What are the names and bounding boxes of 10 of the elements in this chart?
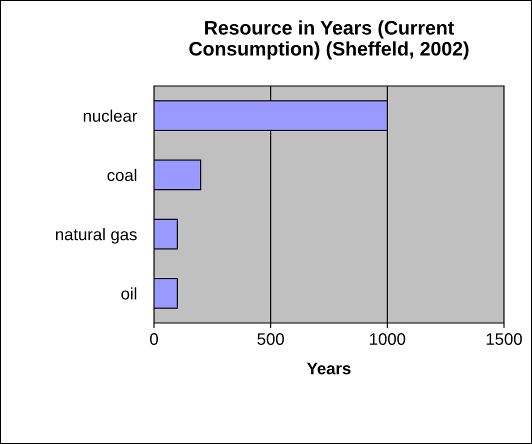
x-tick-label: 1500 <box>486 333 522 345</box>
y-tick-label: nuclear <box>84 110 138 122</box>
x-axis-title: Years <box>307 362 351 374</box>
x-tick-label: 0 <box>150 333 158 345</box>
y-tick-label: coal <box>107 168 136 182</box>
chart-title: Resource in Years (Current Consumption) (Sheffeld, 2002) <box>189 20 468 60</box>
y-tick-label: natural gas <box>56 228 137 244</box>
x-tick-label: 1000 <box>370 333 406 345</box>
x-tick-label: 500 <box>257 333 284 345</box>
y-tick-label: oil <box>121 287 136 300</box>
